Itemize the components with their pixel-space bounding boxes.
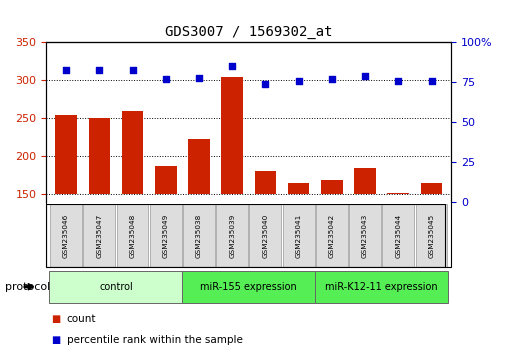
- Bar: [182, 271, 315, 303]
- Point: [95, 67, 104, 73]
- Bar: [84, 204, 115, 267]
- Bar: [288, 183, 309, 194]
- Bar: [321, 180, 343, 194]
- Text: GSM235042: GSM235042: [329, 213, 335, 258]
- Bar: [50, 204, 82, 267]
- Text: percentile rank within the sample: percentile rank within the sample: [67, 335, 243, 345]
- Bar: [382, 204, 414, 267]
- Text: GSM235044: GSM235044: [396, 213, 401, 258]
- Bar: [416, 204, 447, 267]
- Point: [328, 76, 336, 82]
- Text: control: control: [99, 282, 133, 292]
- Text: GSM235046: GSM235046: [63, 213, 69, 258]
- Point: [195, 75, 203, 80]
- Bar: [216, 204, 248, 267]
- Text: GSM235048: GSM235048: [130, 213, 135, 258]
- Text: miR-K12-11 expression: miR-K12-11 expression: [325, 282, 438, 292]
- Text: GSM235047: GSM235047: [96, 213, 102, 258]
- Bar: [89, 118, 110, 194]
- Bar: [155, 166, 176, 194]
- Point: [427, 78, 436, 84]
- Bar: [283, 204, 314, 267]
- Bar: [254, 171, 276, 194]
- Point: [261, 81, 269, 87]
- Title: GDS3007 / 1569302_at: GDS3007 / 1569302_at: [165, 25, 332, 39]
- Bar: [183, 204, 215, 267]
- Point: [361, 73, 369, 79]
- Point: [62, 67, 70, 73]
- Text: ■: ■: [51, 335, 61, 345]
- Bar: [122, 111, 143, 194]
- Point: [394, 78, 402, 84]
- Bar: [249, 204, 281, 267]
- Text: ■: ■: [51, 314, 61, 324]
- Point: [228, 64, 236, 69]
- Text: GSM235040: GSM235040: [263, 213, 268, 258]
- Bar: [354, 168, 376, 194]
- Text: GSM235043: GSM235043: [362, 213, 368, 258]
- Bar: [349, 204, 381, 267]
- Bar: [222, 76, 243, 194]
- Text: GSM235041: GSM235041: [295, 213, 302, 258]
- Bar: [387, 193, 409, 194]
- Bar: [49, 271, 182, 303]
- Bar: [55, 115, 77, 194]
- Text: protocol: protocol: [5, 282, 50, 292]
- Bar: [116, 204, 148, 267]
- Bar: [150, 204, 182, 267]
- Text: GSM235045: GSM235045: [428, 213, 435, 258]
- Bar: [316, 204, 348, 267]
- Text: count: count: [67, 314, 96, 324]
- Text: GSM235049: GSM235049: [163, 213, 169, 258]
- Text: GSM235038: GSM235038: [196, 213, 202, 258]
- Bar: [188, 139, 210, 194]
- Bar: [315, 271, 448, 303]
- Point: [128, 67, 136, 73]
- Point: [294, 78, 303, 84]
- Point: [162, 76, 170, 82]
- Text: GSM235039: GSM235039: [229, 213, 235, 258]
- Bar: [421, 183, 442, 194]
- Text: miR-155 expression: miR-155 expression: [201, 282, 297, 292]
